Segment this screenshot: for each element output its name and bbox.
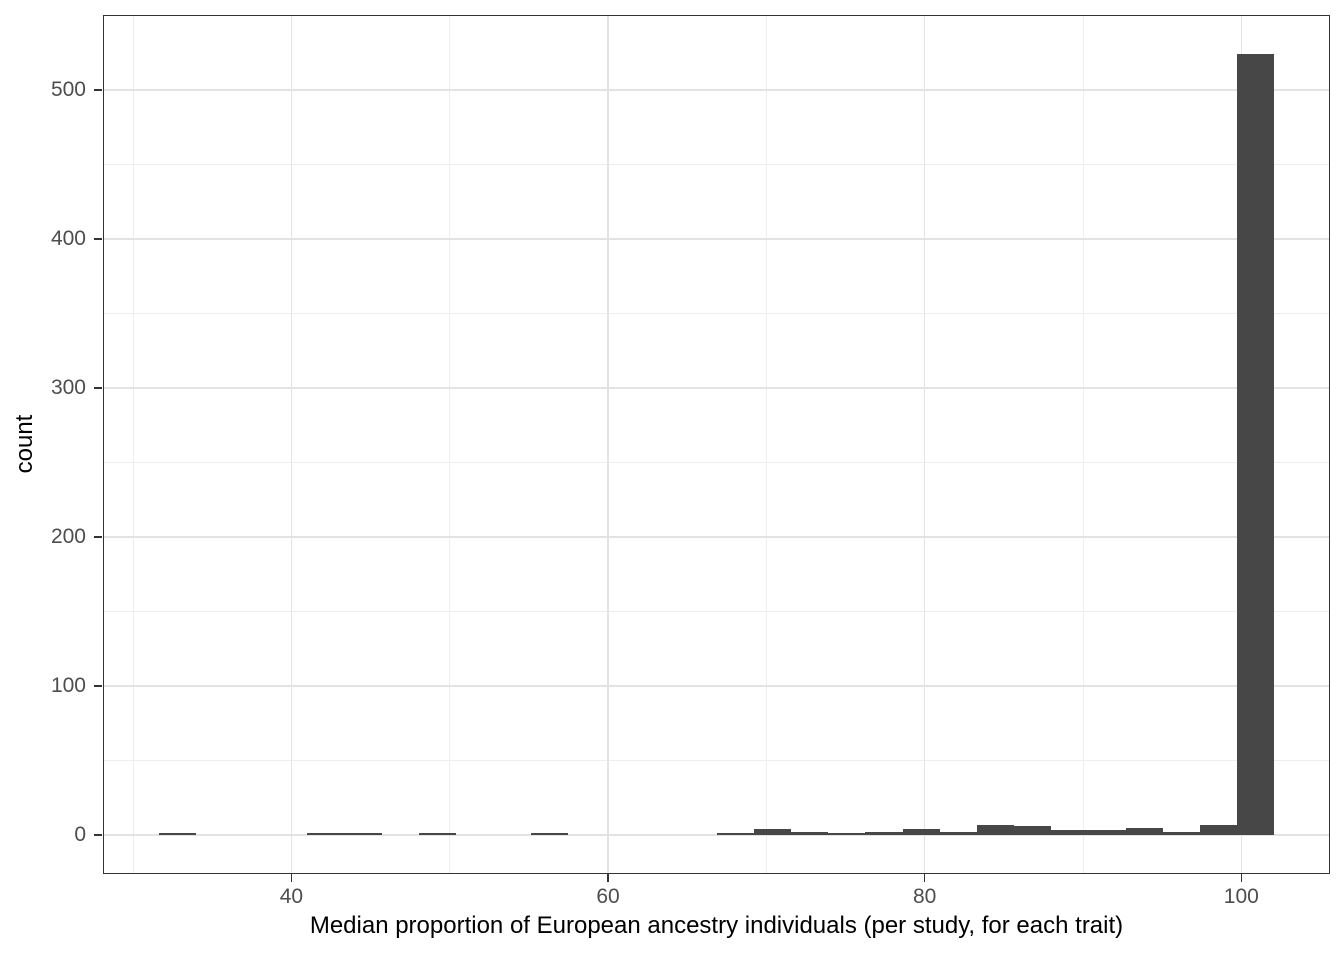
y-tick-label: 500 [50,77,86,101]
histogram-bar [1162,831,1201,835]
histogram-bar [790,831,829,835]
histogram-bar [828,832,866,835]
y-tick-label: 0 [74,822,86,846]
x-tick-mark [290,874,293,882]
y-tick-label: 300 [50,375,86,399]
histogram-bar [716,832,754,835]
histogram-bar [1051,830,1089,835]
grid-major-horizontal [103,685,1330,687]
histogram-bar [976,824,1015,835]
y-tick-mark [94,536,102,538]
histogram-bar [530,832,568,835]
y-tick-mark [94,89,102,91]
grid-minor-horizontal [103,461,1330,463]
grid-major-vertical [290,15,293,874]
grid-major-vertical [923,15,926,874]
y-tick-mark [94,834,102,836]
x-tick-mark [1240,874,1243,882]
x-tick-label: 40 [279,885,304,908]
histogram-bar [1200,824,1238,835]
grid-minor-vertical [132,15,134,874]
histogram-bar [753,828,791,835]
grid-major-horizontal [103,536,1330,538]
histogram-bar [902,828,940,835]
grid-minor-vertical [765,15,767,874]
grid-major-horizontal [103,238,1330,240]
x-tick-label: 100 [1223,885,1259,908]
x-tick-mark [607,874,609,882]
y-axis-title: count [11,414,38,474]
x-tick-label: 60 [596,885,620,908]
histogram-bar [1125,827,1163,835]
y-tick-mark [94,387,102,389]
grid-major-horizontal [103,834,1330,836]
grid-minor-vertical [1082,15,1084,874]
plot-panel [103,15,1330,874]
y-tick-label: 200 [50,524,86,548]
grid-major-horizontal [103,387,1330,389]
histogram-bar [1237,54,1275,835]
y-tick-label: 100 [50,673,86,697]
y-tick-mark [94,238,102,240]
histogram-bar [344,832,382,835]
y-tick-label: 400 [50,226,86,250]
histogram-bar [1014,826,1052,835]
histogram-bar [939,831,977,835]
y-tick-mark [94,685,102,687]
x-tick-mark [923,874,926,882]
grid-major-vertical [607,15,609,874]
grid-minor-horizontal [103,163,1330,165]
grid-minor-horizontal [103,759,1330,761]
histogram-bar [158,832,196,835]
histogram-bar [307,832,345,835]
x-tick-label: 80 [913,885,937,908]
grid-minor-horizontal [103,610,1330,612]
grid-minor-vertical [449,15,451,874]
histogram-bar [1088,830,1126,835]
grid-major-horizontal [103,89,1330,91]
histogram-bar [419,832,457,835]
x-axis-title: Median proportion of European ancestry i… [309,912,1124,939]
grid-minor-horizontal [103,312,1330,314]
histogram-bar [865,831,903,835]
